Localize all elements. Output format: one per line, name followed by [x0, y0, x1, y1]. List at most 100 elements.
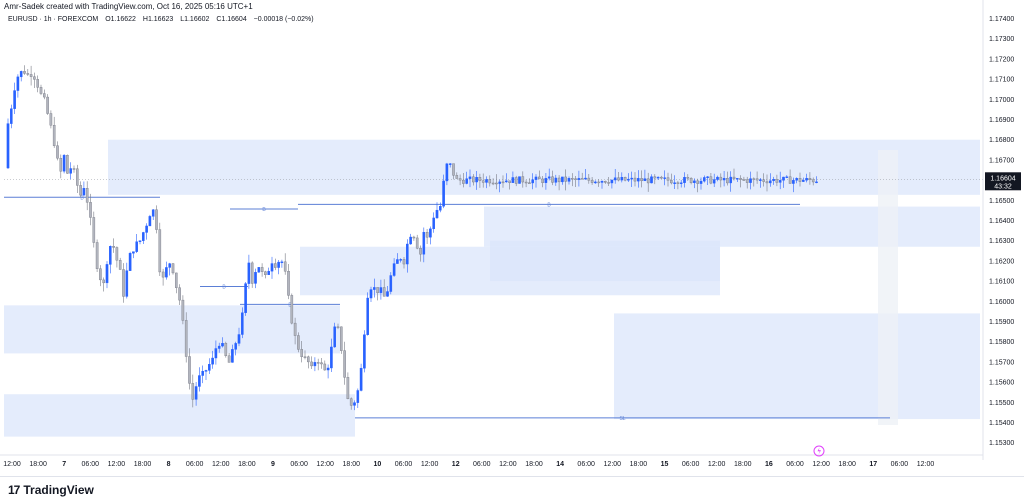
ohlc-open: O1.16622	[105, 16, 136, 23]
candle-body	[613, 177, 617, 181]
candle-body	[326, 367, 330, 371]
candle-body	[178, 287, 181, 301]
level-label: B	[80, 195, 84, 201]
candle-body	[29, 74, 33, 77]
candle-body	[376, 287, 379, 293]
candle-body	[217, 345, 221, 349]
candle-body	[52, 125, 56, 146]
footer-bar: 17 TradingView	[0, 476, 1024, 503]
candle-body	[607, 182, 610, 184]
candle-body	[373, 287, 376, 290]
candle-body	[353, 402, 356, 406]
candle-body	[56, 145, 59, 159]
time-tick-label: 06:00	[577, 461, 595, 468]
candle-body	[798, 178, 802, 182]
candle-body	[33, 76, 36, 80]
candle-body	[128, 253, 132, 271]
candle-body	[511, 177, 515, 183]
tradingview-logo[interactable]: 17 TradingView	[8, 483, 94, 497]
price-tick-label: 1.16900	[989, 117, 1014, 124]
candle-body	[759, 179, 762, 181]
candle-body	[686, 177, 690, 179]
candle-body	[72, 168, 76, 170]
candle-body	[115, 247, 119, 261]
candle-body	[191, 383, 195, 400]
candle-body	[307, 356, 310, 363]
candle-body	[297, 335, 300, 350]
time-tick-label: 06:00	[786, 461, 804, 468]
candle-body	[412, 236, 416, 239]
candle-body	[43, 93, 46, 98]
candle-body	[432, 217, 436, 230]
candle-body	[396, 259, 399, 264]
candle-body	[531, 179, 534, 184]
candle-body	[630, 177, 633, 180]
candle-body	[165, 267, 168, 278]
candle-body	[336, 326, 340, 329]
candle-body	[247, 262, 251, 284]
time-tick-label: 12:00	[499, 461, 517, 468]
candle-body	[290, 295, 294, 324]
candle-body	[155, 209, 158, 230]
time-tick-label: 12:00	[812, 461, 830, 468]
candle-body	[379, 287, 383, 293]
candle-body	[386, 291, 389, 297]
price-tick-label: 1.17400	[989, 16, 1014, 23]
candle-body	[132, 251, 135, 254]
candle-body	[488, 179, 492, 184]
candle-body	[689, 178, 693, 183]
candle-body	[765, 181, 769, 184]
candle-body	[541, 178, 544, 183]
candle-body	[475, 177, 478, 183]
candle-body	[458, 178, 462, 181]
zone-box	[4, 394, 355, 437]
candle-body	[623, 177, 627, 181]
candle-body	[316, 362, 320, 364]
candle-body	[234, 343, 238, 350]
candle-body	[478, 177, 482, 181]
price-tick-label: 1.15300	[989, 440, 1014, 447]
candle-body	[184, 320, 188, 357]
price-tick-label: 1.15800	[989, 339, 1014, 346]
candle-body	[785, 176, 789, 178]
price-tag-value: 1.16604	[990, 175, 1015, 182]
time-tick-label: 12:00	[316, 461, 334, 468]
price-tag-countdown: 43:32	[994, 183, 1012, 190]
candle-body	[359, 367, 363, 391]
candle-body	[653, 176, 657, 179]
candle-body	[112, 246, 115, 248]
candle-body	[640, 178, 643, 182]
ohlc-high: H1.16623	[142, 16, 174, 23]
price-tick-label: 1.17300	[989, 36, 1014, 43]
symbol-name[interactable]: EURUSD · 1h · FOREXCOM	[8, 16, 99, 23]
candle-body	[554, 177, 558, 183]
candle-body	[46, 96, 49, 114]
candle-body	[557, 177, 561, 183]
candle-body	[646, 178, 650, 184]
candle-body	[369, 289, 373, 299]
candle-body	[597, 181, 600, 184]
candle-body	[501, 181, 505, 184]
candle-body	[349, 398, 353, 406]
tradingview-brand: TradingView	[23, 483, 94, 497]
candle-body	[673, 182, 676, 184]
candle-body	[551, 176, 554, 183]
candle-body	[660, 176, 663, 179]
candle-body	[445, 163, 449, 182]
candle-body	[224, 343, 228, 357]
candle-body	[666, 177, 670, 181]
candle-body	[151, 209, 155, 217]
candle-body	[465, 178, 469, 184]
candle-body	[158, 229, 162, 273]
time-tick-label: 12:00	[917, 461, 935, 468]
candle-body	[201, 371, 205, 376]
candle-body	[280, 261, 284, 264]
candle-body	[524, 181, 528, 184]
candle-body	[742, 179, 746, 181]
level-label: B	[222, 285, 226, 291]
candle-body	[313, 362, 317, 367]
candle-body	[23, 71, 26, 74]
alert-icon[interactable]	[813, 445, 825, 457]
candle-body	[99, 268, 102, 281]
